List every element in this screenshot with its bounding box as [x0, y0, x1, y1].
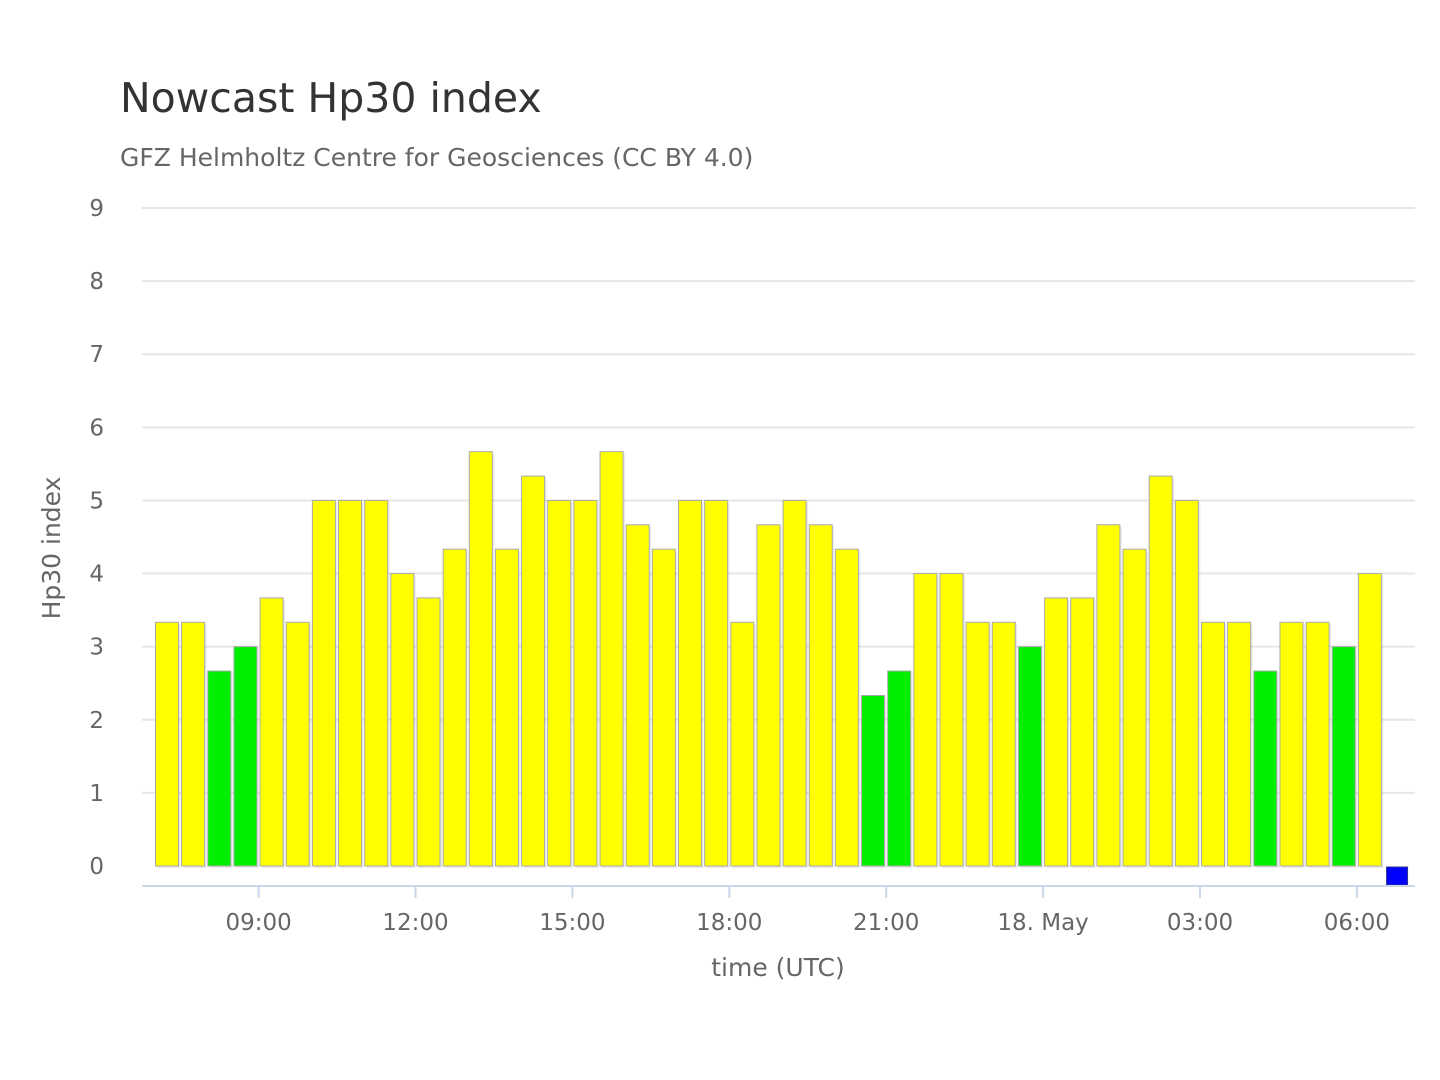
bar[interactable] [285, 621, 310, 867]
bar[interactable] [155, 621, 179, 867]
y-axis: 0 1 2 3 4 5 6 7 8 9 [89, 196, 104, 880]
bar[interactable] [1357, 573, 1382, 867]
bar[interactable] [416, 597, 441, 867]
bar[interactable] [442, 548, 467, 867]
bar-current[interactable] [1386, 866, 1409, 886]
bar[interactable] [468, 451, 493, 867]
bar[interactable] [782, 499, 807, 867]
chart-subtitle: GFZ Helmholtz Centre for Geosciences (CC… [120, 143, 754, 172]
bar[interactable] [1122, 548, 1147, 867]
bar[interactable] [1253, 670, 1278, 867]
y-tick-label: 2 [89, 708, 104, 734]
bar[interactable] [364, 499, 389, 867]
chart-title: Nowcast Hp30 index [120, 74, 542, 122]
bar[interactable] [207, 670, 232, 867]
bar[interactable] [965, 621, 990, 867]
x-tick-label: 18. May [997, 910, 1088, 936]
bar[interactable] [861, 694, 886, 867]
x-tick-label: 06:00 [1324, 910, 1390, 936]
x-tick-label: 09:00 [225, 910, 291, 936]
x-tick-label: 12:00 [382, 910, 448, 936]
x-tick-label: 21:00 [853, 910, 919, 936]
y-tick-label: 5 [89, 488, 104, 514]
y-tick-label: 7 [89, 342, 104, 368]
bar[interactable] [1174, 499, 1199, 867]
bar[interactable] [181, 621, 206, 867]
y-tick-label: 8 [89, 269, 104, 295]
y-tick-label: 0 [89, 854, 104, 880]
x-tick-label: 15:00 [539, 910, 605, 936]
bar[interactable] [887, 670, 912, 867]
bar[interactable] [704, 499, 729, 867]
y-tick-label: 9 [89, 196, 104, 222]
bar[interactable] [730, 621, 755, 867]
bar[interactable] [1070, 597, 1095, 867]
bar[interactable] [651, 548, 676, 867]
bar[interactable] [521, 475, 546, 867]
bar[interactable] [1148, 475, 1173, 867]
bar[interactable] [1227, 621, 1252, 867]
bar[interactable] [678, 499, 702, 867]
bar[interactable] [599, 451, 624, 867]
bar[interactable] [808, 524, 833, 867]
bar[interactable] [1201, 621, 1225, 867]
y-tick-label: 3 [89, 635, 104, 661]
bar[interactable] [233, 646, 258, 867]
x-axis-title: time (UTC) [711, 953, 845, 982]
bar[interactable] [1305, 621, 1330, 867]
bar[interactable] [1044, 597, 1069, 867]
y-tick-label: 4 [89, 562, 104, 588]
bar[interactable] [1279, 621, 1304, 867]
bar[interactable] [756, 524, 781, 867]
bar[interactable] [913, 573, 938, 867]
bar[interactable] [1096, 524, 1121, 867]
bar[interactable] [547, 499, 572, 867]
y-axis-title: Hp30 index [37, 477, 66, 620]
bar[interactable] [625, 524, 650, 867]
bar[interactable] [834, 548, 859, 867]
y-tick-label: 6 [89, 415, 104, 441]
bar[interactable] [390, 573, 415, 867]
bar[interactable] [573, 499, 598, 867]
bar[interactable] [991, 621, 1016, 867]
x-axis: 09:00 12:00 15:00 18:00 21:00 18. May 03:00 06:… [142, 885, 1415, 936]
bar-series [155, 451, 1409, 886]
bar[interactable] [1017, 646, 1042, 867]
bar[interactable] [1331, 646, 1356, 867]
bar[interactable] [259, 597, 284, 867]
x-tick-label: 18:00 [696, 910, 762, 936]
y-tick-label: 1 [89, 781, 104, 807]
bar[interactable] [338, 499, 363, 867]
bar[interactable] [939, 573, 964, 867]
x-tick-label: 03:00 [1167, 910, 1233, 936]
bar[interactable] [311, 499, 336, 867]
bar[interactable] [494, 548, 519, 867]
